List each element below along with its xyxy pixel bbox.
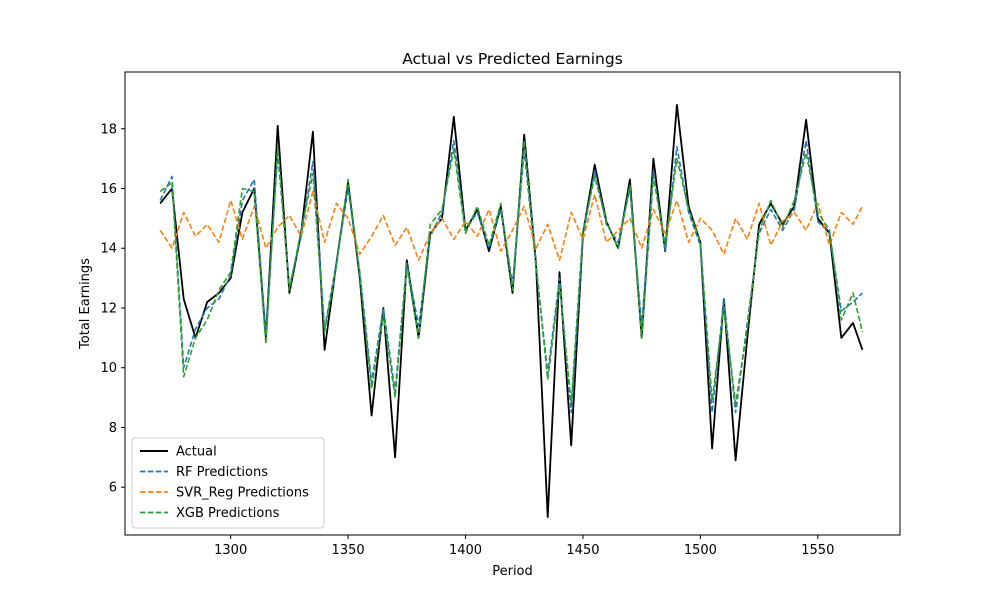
x-tick-label: 1300 (214, 543, 247, 558)
legend: Actual RF Predictions SVR_Reg Predictions X… (131, 437, 325, 529)
legend-label: XGB Predictions (176, 506, 280, 521)
y-tick-label: 14 (100, 242, 117, 257)
x-tick-label: 1350 (332, 543, 365, 558)
legend-label: RF Predictions (176, 465, 268, 480)
series-line-xgb-predictions (159, 139, 864, 405)
y-tick-label: 12 (100, 301, 117, 316)
series-line-actual (159, 104, 864, 518)
y-tick-label: 10 (100, 361, 117, 376)
x-tick-label: 1450 (566, 543, 599, 558)
chart-title: Actual vs Predicted Earnings (402, 50, 623, 68)
legend-label: Actual (176, 445, 217, 460)
y-axis: 6 8 10 12 14 16 18 (100, 122, 125, 496)
legend-label: SVR_Reg Predictions (176, 486, 309, 501)
y-axis-label: Total Earnings (78, 258, 93, 350)
y-tick-label: 18 (100, 122, 117, 137)
plot-frame (124, 71, 901, 536)
x-tick-label: 1500 (684, 543, 717, 558)
series-line-svr-reg-predictions (159, 190, 864, 262)
x-axis: 1300 1350 1400 1450 1500 1550 (214, 535, 834, 558)
y-tick-label: 6 (109, 481, 117, 496)
x-tick-label: 1400 (449, 543, 482, 558)
series-layer (159, 104, 864, 518)
x-tick-label: 1550 (801, 543, 834, 558)
y-tick-label: 16 (100, 182, 117, 197)
y-tick-label: 8 (109, 421, 117, 436)
x-axis-label: Period (492, 564, 533, 579)
legend-box (131, 437, 325, 529)
